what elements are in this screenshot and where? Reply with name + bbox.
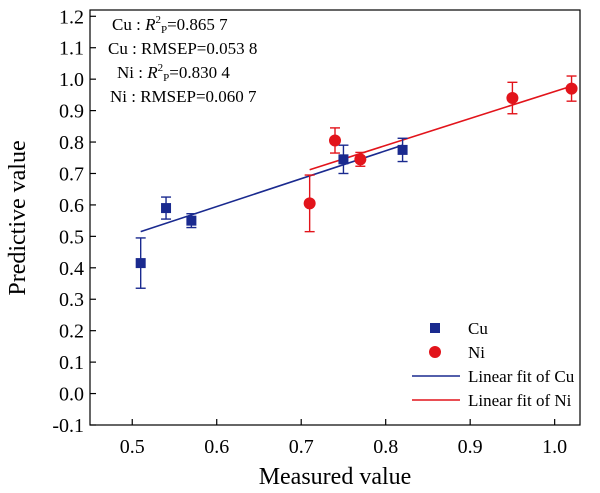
- x-tick-label: 0.5: [120, 436, 145, 458]
- x-tick-label: 0.8: [373, 436, 398, 458]
- y-tick-label: -0.1: [52, 415, 84, 437]
- point-ni: [354, 153, 367, 166]
- point-ni: [329, 134, 341, 147]
- legend-label: Linear fit of Ni: [468, 391, 572, 410]
- x-tick-label: 1.0: [542, 436, 567, 458]
- plot-frame: [89, 9, 581, 426]
- y-tick-label: 0.2: [59, 321, 84, 343]
- y-tick-label: 0.6: [59, 195, 84, 217]
- metric-annotation: Ni : RMSEP=0.060 7: [110, 87, 257, 106]
- y-tick-label: 0.8: [59, 132, 84, 154]
- y-tick-label: 0.5: [59, 226, 84, 248]
- point-ni: [303, 197, 316, 210]
- legend-symbol-ni: [429, 346, 441, 358]
- metric-annotation: Cu : R2P=0.865 7: [112, 14, 228, 36]
- y-tick-label: 1.1: [59, 38, 84, 60]
- point-cu: [186, 215, 197, 226]
- y-tick-label: 0.4: [59, 258, 84, 280]
- point-ni: [565, 82, 578, 95]
- point-cu: [338, 154, 349, 165]
- legend-label: Cu: [468, 319, 488, 338]
- data-points: [135, 75, 578, 289]
- x-axis-ticks: 0.5 0.6 0.7 0.8 0.9 1.0: [120, 419, 567, 458]
- metrics-annotations: Cu : R2P=0.865 7 Cu : RMSEP=0.053 8 Ni : R…: [108, 14, 257, 106]
- metric-annotation: Cu : RMSEP=0.053 8: [108, 39, 257, 58]
- point-cu: [161, 203, 172, 214]
- y-tick-label: 0.3: [59, 289, 84, 311]
- legend-label: Linear fit of Cu: [468, 367, 575, 386]
- legend: Cu Ni Linear fit of Cu Linear fit of Ni: [412, 319, 575, 410]
- x-tick-label: 0.7: [289, 436, 314, 458]
- x-tick-label: 0.9: [458, 436, 483, 458]
- y-axis-label: Predictive value: [5, 140, 31, 295]
- x-tick-label: 0.6: [204, 436, 229, 458]
- fit-line-1: [309, 85, 572, 171]
- point-cu: [397, 144, 408, 155]
- y-tick-label: 1.0: [59, 69, 84, 91]
- y-tick-label: 0.0: [59, 384, 84, 406]
- point-ni: [506, 92, 519, 105]
- metric-annotation: Ni : R2P=0.830 4: [117, 62, 230, 84]
- point-cu: [135, 258, 146, 269]
- y-tick-label: 0.7: [59, 163, 84, 185]
- y-tick-label: 0.1: [59, 352, 84, 374]
- legend-label: Ni: [468, 343, 485, 362]
- y-axis-ticks: -0.1 0.0 0.1 0.2 0.3 0.4 0.5 0.6 0.7 0.8 0.9 1.0 1.1…: [52, 6, 96, 437]
- x-axis-label: Measured value: [259, 464, 412, 490]
- legend-symbol-cu: [430, 323, 440, 333]
- y-tick-label: 1.2: [59, 6, 84, 28]
- y-tick-label: 0.9: [59, 101, 84, 123]
